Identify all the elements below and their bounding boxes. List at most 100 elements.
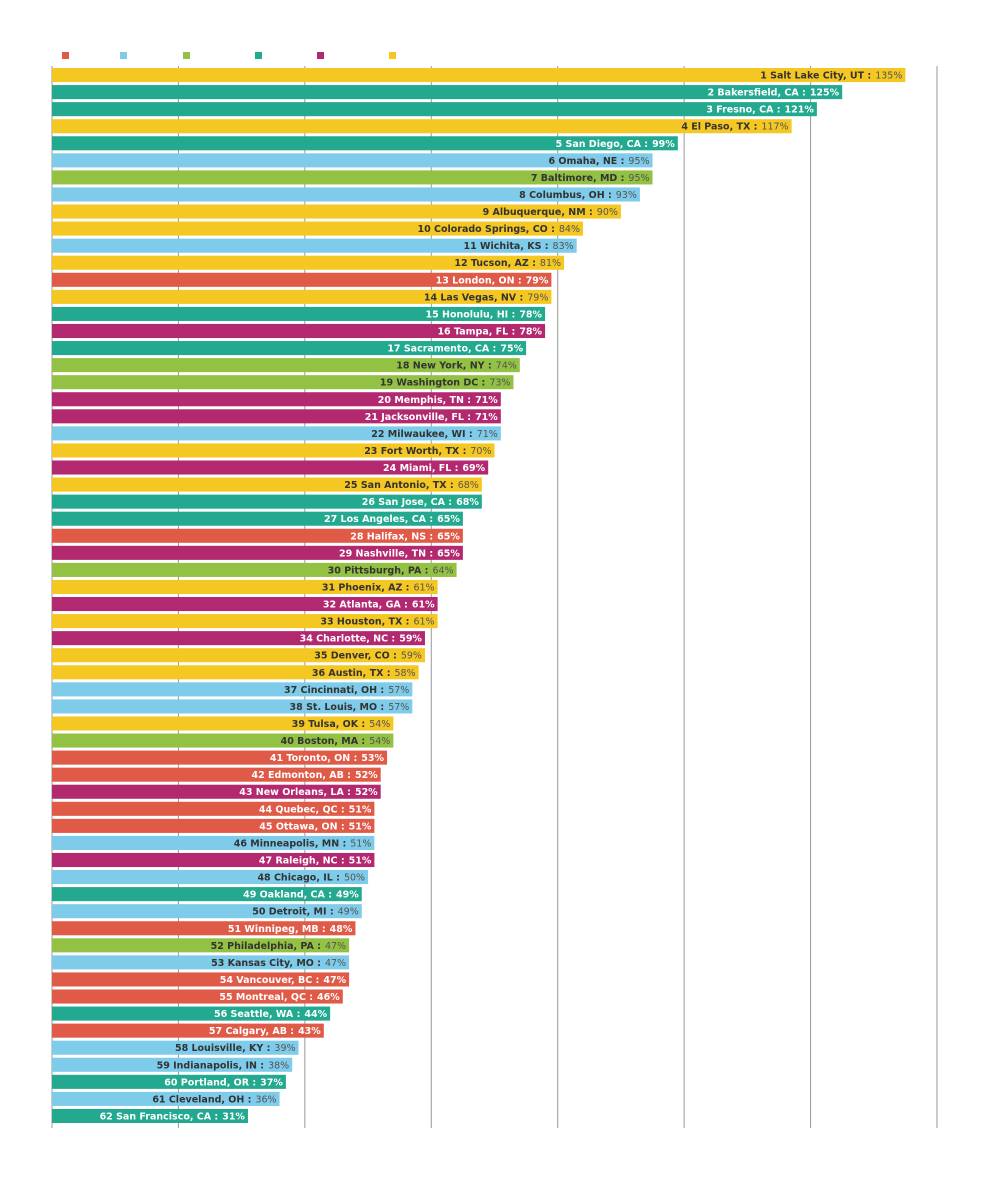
bar-label: 30 Pittsburgh, PA :64%	[328, 565, 454, 576]
bar-label: 32 Atlanta, GA : 61%	[323, 599, 435, 610]
bar-category: 30 Pittsburgh, PA :	[328, 565, 429, 576]
bar-label: 47 Raleigh, NC : 51%	[259, 855, 372, 866]
bar-value: 125%	[810, 87, 840, 98]
bar-value: 81%	[540, 258, 561, 269]
bar-value: 43%	[298, 1026, 321, 1037]
bar	[52, 375, 514, 390]
bar-category: 44 Quebec, QC :	[259, 804, 345, 815]
bar	[52, 238, 577, 253]
bar	[52, 1006, 331, 1021]
bar-label: 6 Omaha, NE : 95%	[548, 155, 649, 166]
bar-label: 33 Houston, TX : 61%	[320, 616, 434, 627]
bar-value: 95%	[628, 155, 649, 166]
bar-category: 52 Philadelphia, PA :	[211, 940, 321, 951]
bar-label: 1 Salt Lake City, UT : 135%	[760, 70, 902, 81]
bar-category: 56 Seattle, WA :	[214, 1009, 300, 1020]
bar-value: 61%	[413, 582, 434, 593]
bar-category: 38 St. Louis, MO :	[290, 701, 385, 712]
bar-label: 23 Fort Worth, TX : 70%	[364, 445, 491, 456]
bar-category: 59 Indianapolis, IN :	[157, 1060, 264, 1071]
bar	[52, 409, 501, 424]
bar	[52, 289, 552, 304]
bar	[52, 272, 552, 287]
legend-swatch	[62, 52, 69, 59]
bar-label: 13 London, ON : 79%	[436, 275, 549, 286]
bar	[52, 187, 640, 202]
bar	[52, 119, 792, 134]
bar-value: 51%	[349, 821, 372, 832]
bar-label: 2 Bakersfield, CA : 125%	[708, 87, 840, 98]
bar-value: 71%	[475, 411, 498, 422]
bar-label: 31 Phoenix, AZ :61%	[322, 582, 435, 593]
bar-category: 37 Cincinnati, OH :	[284, 684, 384, 695]
bar-category: 35 Denver, CO :	[314, 650, 397, 661]
bar-label: 25 San Antonio, TX : 68%	[344, 480, 479, 491]
bar-category: 53 Kansas City, MO :	[211, 957, 321, 968]
bar-label: 17 Sacramento, CA : 75%	[387, 343, 523, 354]
bar	[52, 818, 375, 833]
bar-value: 93%	[616, 189, 637, 200]
bar-category: 17 Sacramento, CA :	[387, 343, 496, 354]
bar-category: 15 Honolulu, HI :	[425, 309, 515, 320]
bar-label: 11 Wichita, KS : 83%	[463, 241, 573, 252]
bar-category: 23 Fort Worth, TX :	[364, 445, 466, 456]
bar	[52, 221, 583, 236]
bar-value: 54%	[369, 736, 390, 747]
bar-value: 52%	[355, 787, 378, 798]
bar-label: 7 Baltimore, MD :95%	[531, 172, 650, 183]
bar-label: 12 Tucson, AZ : 81%	[454, 258, 561, 269]
legend-swatch	[317, 52, 324, 59]
bar-label: 53 Kansas City, MO : 47%	[211, 957, 346, 968]
legend-swatch	[120, 52, 127, 59]
bar	[52, 716, 394, 731]
bar-label: 34 Charlotte, NC :59%	[300, 633, 423, 644]
bar	[52, 1091, 280, 1106]
bar-value: 74%	[496, 360, 517, 371]
bar-category: 8 Columbus, OH :	[519, 189, 612, 200]
bar-value: 51%	[350, 838, 371, 849]
bar-category: 14 Las Vegas, NV :	[424, 292, 523, 303]
bar-label: 45 Ottawa, ON : 51%	[259, 821, 372, 832]
bar-label: 21 Jacksonville, FL : 71%	[365, 411, 499, 422]
bar-label: 19 Washington DC : 73%	[380, 377, 511, 388]
bar-value: 68%	[458, 480, 479, 491]
bar-category: 24 Miami, FL :	[383, 463, 458, 474]
bar-category: 62 San Francisco, CA :	[100, 1111, 219, 1122]
bar-label: 37 Cincinnati, OH : 57%	[284, 684, 409, 695]
bar	[52, 1074, 286, 1089]
bar	[52, 392, 501, 407]
bar	[52, 665, 419, 680]
bar-label: 55 Montreal, QC : 46%	[219, 992, 340, 1003]
bar-category: 28 Halifax, NS :	[350, 531, 433, 542]
bar	[52, 682, 413, 697]
bar-category: 51 Winnipeg, MB :	[228, 923, 326, 934]
bar	[52, 614, 438, 629]
bar-value: 73%	[489, 377, 510, 388]
bar-category: 43 New Orleans, LA :	[239, 787, 351, 798]
bar-label: 5 San Diego, CA :99%	[556, 138, 676, 149]
bar-category: 57 Calgary, AB :	[209, 1026, 294, 1037]
bar-category: 33 Houston, TX :	[320, 616, 409, 627]
bar-value: 37%	[260, 1077, 283, 1088]
bar-label: 10 Colorado Springs, CO : 84%	[417, 224, 580, 235]
bar	[52, 528, 463, 543]
bar-label: 56 Seattle, WA : 44%	[214, 1009, 328, 1020]
bar-value: 75%	[500, 343, 523, 354]
bar	[52, 306, 546, 321]
bar-label: 51 Winnipeg, MB : 48%	[228, 923, 353, 934]
bar-label: 16 Tampa, FL : 78%	[437, 326, 542, 337]
bar-category: 61 Cleveland, OH :	[152, 1094, 251, 1105]
bar-category: 9 Albuquerque, NM :	[483, 207, 593, 218]
bar-label: 9 Albuquerque, NM : 90%	[483, 207, 618, 218]
bar-value: 61%	[413, 616, 434, 627]
bar-category: 50 Detroit, MI :	[252, 906, 333, 917]
bar-category: 41 Toronto, ON :	[270, 753, 357, 764]
bar	[52, 955, 350, 970]
bar-value: 57%	[388, 684, 409, 695]
bar-category: 7 Baltimore, MD :	[531, 172, 625, 183]
bar	[52, 887, 362, 902]
bar-value: 69%	[462, 463, 485, 474]
bar	[52, 784, 381, 799]
bar	[52, 341, 527, 356]
bar-value: 38%	[268, 1060, 289, 1071]
